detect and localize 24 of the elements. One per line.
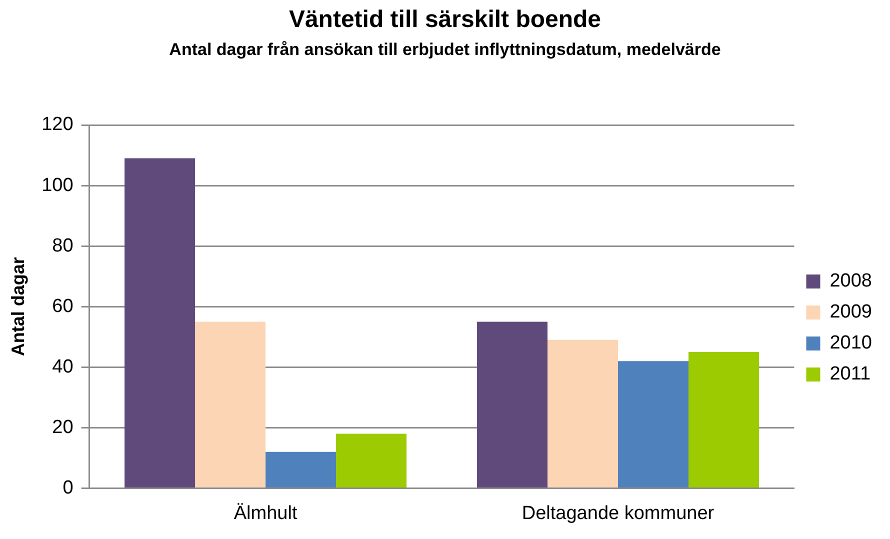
bar [548, 340, 618, 488]
y-tick-label: 80 [52, 235, 74, 256]
y-tick-label: 20 [52, 416, 74, 438]
bar [124, 158, 196, 488]
x-tick-label: Deltagande kommuner [522, 502, 715, 524]
bar [195, 322, 266, 488]
x-tick-label: Älmhult [234, 502, 298, 524]
y-tick-label: 100 [42, 174, 74, 196]
y-axis-title: Antal dagar [8, 257, 28, 356]
legend-label: 2010 [830, 332, 872, 354]
bar [477, 322, 548, 488]
bar [618, 361, 688, 488]
y-tick-label: 0 [62, 477, 74, 498]
legend-label: 2008 [830, 270, 872, 292]
bar [266, 452, 336, 488]
chart-subtitle: Antal dagar från ansökan till erbjudet inflyttningsdatum, medelvärde [168, 39, 722, 61]
legend-label: 2009 [830, 302, 872, 323]
y-tick-label: 60 [52, 296, 74, 317]
bar [336, 434, 407, 488]
bar [688, 352, 759, 488]
legend-label: 2011 [830, 364, 871, 385]
y-tick-label: 40 [52, 356, 74, 378]
y-tick-label: 120 [42, 114, 74, 136]
chart-title: Väntetid till särskilt boende [288, 6, 602, 34]
